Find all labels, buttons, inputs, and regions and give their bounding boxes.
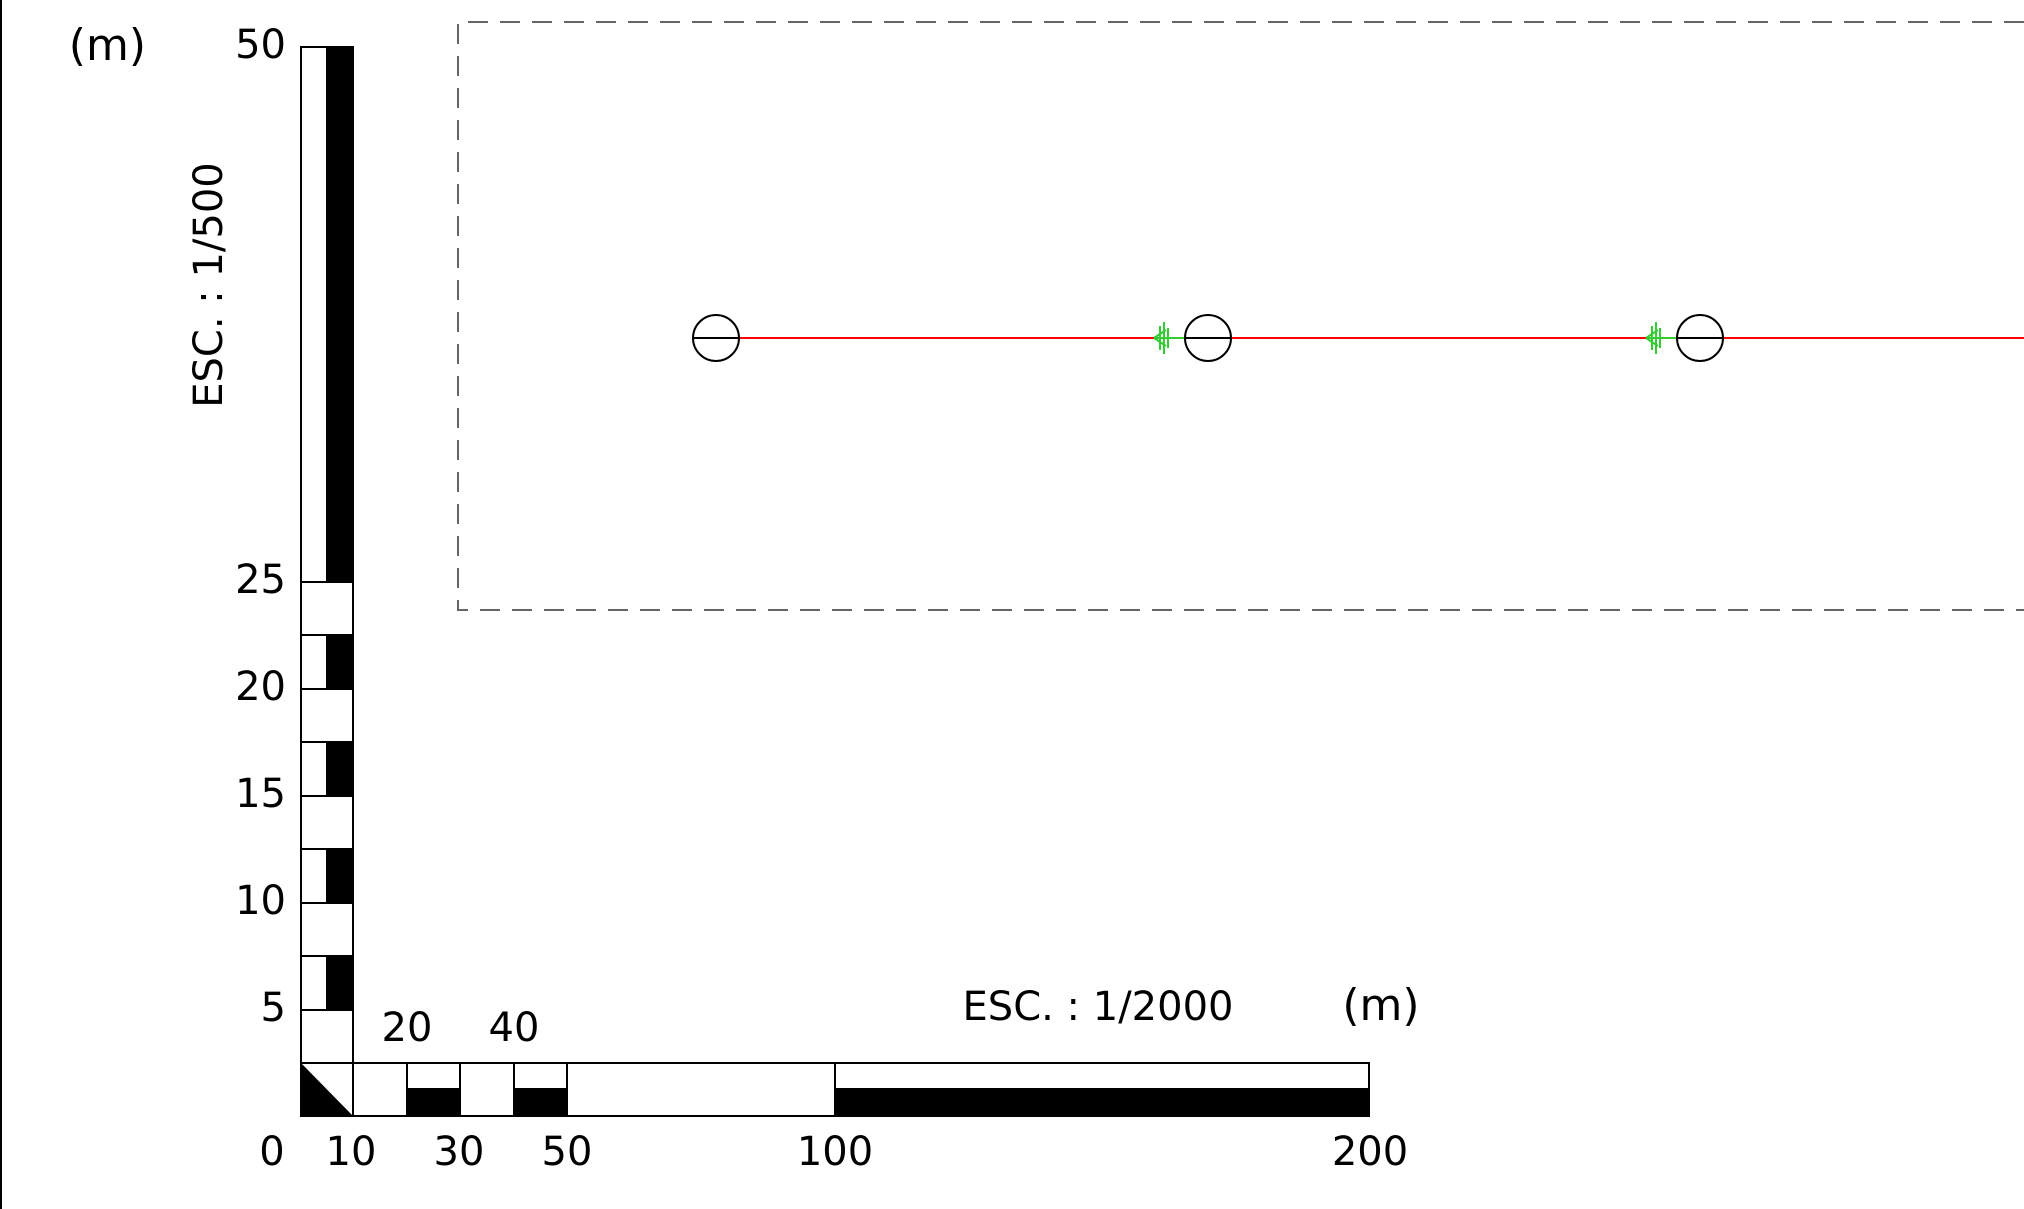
vertical-tick-label-15: 15 (235, 771, 286, 817)
vertical-scale-unit: (m) (69, 20, 146, 71)
vertical-tick-label-25: 25 (235, 557, 286, 603)
vertical-tick-label-20: 20 (235, 664, 286, 710)
scale-origin-corner (300, 1062, 354, 1117)
horizontal-scale-bar (352, 1062, 1370, 1117)
vertical-tick-label-10: 10 (235, 878, 286, 924)
horizontal-tick-label-50: 50 (542, 1129, 593, 1175)
horizontal-scale-unit: (m) (1342, 980, 1419, 1031)
horizontal-tick-label-40: 40 (489, 1005, 540, 1051)
pipe-profile (692, 314, 2024, 362)
vertical-tick-label-50: 50 (235, 22, 286, 68)
manhole-circle-icon (1184, 314, 1232, 362)
section-frame (457, 21, 2024, 611)
vertical-scale-label: ESC. : 1/500 (186, 162, 232, 408)
horizontal-tick-label-10: 10 (326, 1129, 377, 1175)
pipe-fitting-icon (1153, 322, 1190, 354)
horizontal-tick-label-20: 20 (382, 1005, 433, 1051)
vertical-scale-bar (300, 46, 354, 1064)
manhole-circle-icon (1676, 314, 1724, 362)
horizontal-tick-label-200: 200 (1332, 1129, 1408, 1175)
horizontal-scale-label: ESC. : 1/2000 (963, 984, 1234, 1030)
horizontal-tick-label-30: 30 (434, 1129, 485, 1175)
horizontal-tick-label-0: 0 (259, 1129, 284, 1175)
vertical-tick-label-5: 5 (261, 985, 286, 1031)
manhole-circle-icon (692, 314, 740, 362)
horizontal-tick-label-100: 100 (797, 1129, 873, 1175)
